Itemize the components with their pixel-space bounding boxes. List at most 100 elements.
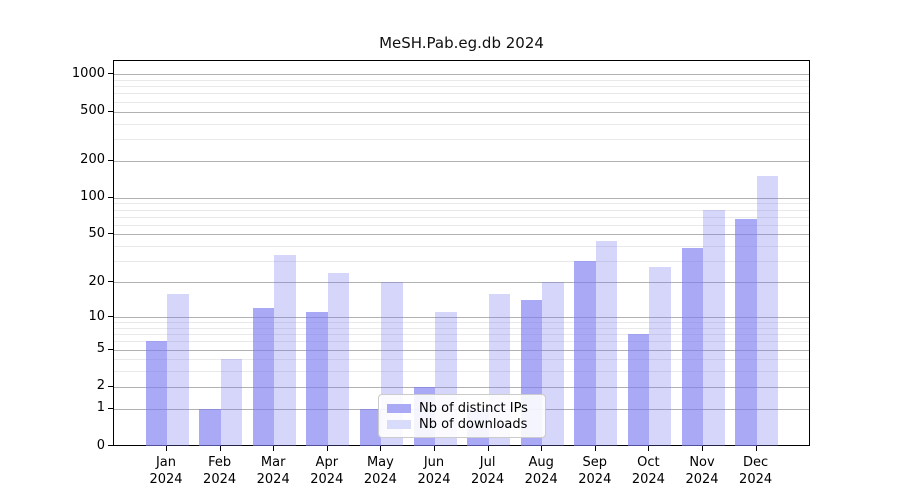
minor-gridline — [114, 224, 809, 226]
downloads-swatch-icon — [387, 420, 411, 429]
minor-gridline — [114, 246, 809, 248]
y-tick-label: 5 — [96, 341, 105, 357]
major-gridline — [114, 317, 809, 318]
y-tick-label: 100 — [80, 189, 105, 205]
chart-title: MeSH.Pab.eg.db 2024 — [379, 34, 544, 52]
bar-downloads — [167, 293, 189, 446]
bars-layer — [114, 61, 809, 446]
minor-gridline — [114, 216, 809, 218]
distinct-ips-swatch-icon — [387, 404, 411, 413]
x-tick-mark — [219, 446, 221, 451]
bar-distinct-ips — [574, 261, 596, 446]
y-tick-mark — [108, 159, 113, 161]
legend-label: Nb of downloads — [419, 417, 528, 432]
major-gridline — [114, 349, 809, 351]
y-tick-label: 2 — [96, 378, 105, 394]
minor-gridline — [114, 341, 809, 343]
y-tick-mark — [108, 348, 113, 350]
x-tick-label: Aug 2024 — [524, 455, 558, 487]
minor-gridline — [114, 209, 809, 211]
y-tick-mark — [108, 110, 113, 112]
bar-distinct-ips — [145, 341, 167, 446]
legend-item-downloads: Nb of downloads — [387, 417, 537, 432]
x-tick-label: Jul 2024 — [471, 455, 505, 487]
x-tick-label: Nov 2024 — [685, 455, 719, 487]
x-tick-label: Jun 2024 — [417, 455, 451, 487]
bar-distinct-ips — [359, 408, 382, 446]
x-tick-label: Mar 2024 — [256, 455, 290, 487]
x-tick-mark — [702, 446, 703, 451]
x-tick-mark — [594, 446, 596, 451]
minor-gridline — [114, 359, 809, 361]
major-gridline — [114, 74, 809, 76]
major-gridline — [114, 282, 809, 284]
x-tick-mark — [648, 446, 650, 451]
y-tick-mark — [108, 445, 113, 446]
bar-distinct-ips — [306, 312, 328, 446]
y-tick-mark — [108, 385, 113, 387]
x-tick-label: May 2024 — [363, 455, 397, 487]
bar-distinct-ips — [252, 308, 275, 446]
minor-gridline — [114, 371, 809, 373]
y-tick-mark — [108, 407, 113, 409]
y-tick-label: 500 — [80, 103, 105, 118]
y-tick-label: 50 — [88, 225, 105, 241]
y-tick-mark — [108, 316, 113, 317]
x-tick-mark — [755, 446, 757, 451]
y-tick-label: 1000 — [71, 65, 105, 81]
bar-distinct-ips — [627, 334, 650, 446]
legend: Nb of distinct IPs Nb of downloads — [378, 394, 546, 438]
minor-gridline — [114, 138, 809, 140]
y-tick-mark — [108, 233, 113, 235]
minor-gridline — [114, 261, 809, 263]
x-tick-mark — [541, 446, 543, 451]
x-tick-label: Oct 2024 — [631, 455, 665, 487]
y-tick-mark — [108, 196, 113, 198]
minor-gridline — [114, 79, 809, 81]
major-gridline — [114, 386, 809, 388]
bar-distinct-ips — [735, 219, 757, 446]
bar-distinct-ips — [199, 408, 221, 446]
y-tick-mark — [108, 281, 113, 283]
x-tick-label: Jan 2024 — [149, 455, 183, 487]
plot-area — [113, 60, 810, 446]
minor-gridline — [114, 334, 809, 336]
minor-gridline — [114, 327, 809, 329]
x-tick-label: Sep 2024 — [578, 455, 612, 487]
major-gridline — [114, 234, 809, 236]
x-tick-mark — [326, 446, 328, 451]
minor-gridline — [114, 86, 809, 88]
y-tick-label: 200 — [80, 152, 105, 168]
bar-distinct-ips — [681, 247, 703, 446]
legend-label: Nb of distinct IPs — [419, 401, 528, 416]
y-tick-label: 10 — [88, 308, 105, 324]
minor-gridline — [114, 101, 809, 103]
x-tick-label: Dec 2024 — [739, 455, 773, 487]
y-tick-label: 0 — [96, 437, 105, 453]
x-tick-label: Apr 2024 — [310, 455, 344, 487]
bar-downloads — [220, 359, 243, 446]
bar-downloads — [274, 254, 296, 446]
x-tick-mark — [380, 446, 382, 451]
bar-downloads — [756, 176, 779, 446]
bar-downloads — [649, 266, 671, 446]
y-tick-mark — [108, 73, 113, 75]
y-tick-label: 20 — [88, 273, 105, 289]
bar-downloads — [703, 209, 725, 446]
major-gridline — [114, 160, 809, 162]
x-tick-mark — [273, 446, 275, 451]
minor-gridline — [114, 322, 809, 324]
minor-gridline — [114, 123, 809, 125]
x-tick-mark — [487, 446, 489, 451]
bar-downloads — [542, 282, 564, 446]
major-gridline — [114, 197, 809, 199]
major-gridline — [114, 111, 809, 113]
x-tick-mark — [434, 446, 435, 451]
x-tick-mark — [166, 446, 167, 451]
minor-gridline — [114, 93, 809, 95]
bar-downloads — [595, 241, 618, 446]
legend-item-distinct-ips: Nb of distinct IPs — [387, 401, 537, 416]
x-tick-label: Feb 2024 — [203, 455, 237, 487]
y-tick-label: 1 — [96, 400, 105, 416]
